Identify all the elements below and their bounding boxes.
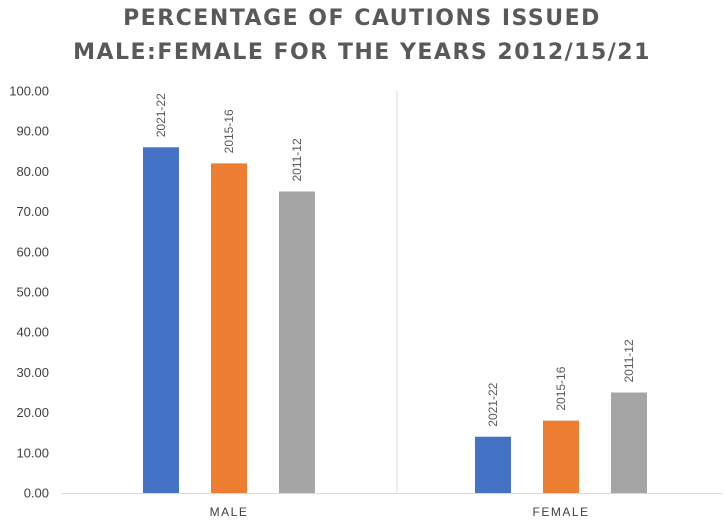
- bar: [211, 163, 247, 494]
- data-label: 2011-12: [622, 339, 636, 382]
- data-label: 2011-12: [290, 138, 304, 181]
- bar: [279, 191, 315, 493]
- y-tick-label: 80.00: [16, 164, 49, 179]
- y-tick-label: 40.00: [16, 325, 49, 340]
- y-tick-label: 100.00: [9, 84, 49, 99]
- y-tick-label: 10.00: [16, 445, 49, 460]
- chart-title-line-2: MALE:FEMALE FOR THE YEARS 2012/15/21: [73, 40, 651, 65]
- data-label: 2021-22: [486, 382, 500, 426]
- bar: [543, 420, 579, 493]
- y-tick-label: 30.00: [16, 365, 49, 380]
- data-label: 2021-22: [154, 93, 168, 137]
- y-tick-label: 60.00: [16, 244, 49, 259]
- bar: [611, 392, 647, 493]
- data-label: 2015-16: [222, 109, 236, 153]
- x-category-label: FEMALE: [532, 505, 589, 519]
- y-tick-label: 0.00: [24, 486, 49, 501]
- bar: [475, 436, 511, 493]
- y-tick-label: 50.00: [16, 285, 49, 300]
- chart-title-line-1: PERCENTAGE OF CAUTIONS ISSUED: [123, 6, 601, 31]
- x-category-label: MALE: [210, 505, 249, 519]
- bar: [143, 147, 179, 493]
- y-tick-label: 70.00: [16, 204, 49, 219]
- y-tick-label: 20.00: [16, 405, 49, 420]
- data-label: 2015-16: [554, 366, 568, 410]
- y-tick-label: 90.00: [16, 124, 49, 139]
